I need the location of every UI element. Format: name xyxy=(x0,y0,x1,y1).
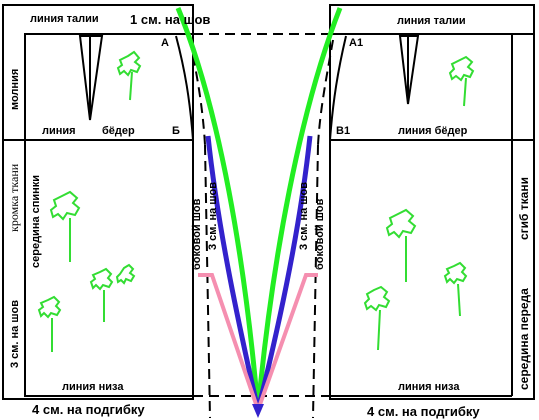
front-panel-outline xyxy=(329,4,535,400)
hem-line-left-label: линия низа xyxy=(62,381,124,393)
point-a1-label: А1 xyxy=(349,37,363,49)
hem-line-right-label: линия низа xyxy=(398,381,460,393)
point-b1-label: В1 xyxy=(336,125,350,137)
point-b-label: Б xyxy=(172,125,180,137)
front-side-curve xyxy=(329,35,347,141)
dashed-seam-lines xyxy=(189,33,334,419)
back-panel-inner-frame xyxy=(24,33,194,397)
seam-top-label: 1 см. на шов xyxy=(130,12,210,27)
green-line-left xyxy=(175,7,261,411)
tree-doodle-icon xyxy=(37,50,475,352)
fabric-fold-label: сгиб ткани xyxy=(517,177,531,240)
hip-line-left-label-1: линия xyxy=(42,125,76,137)
pink-line-right xyxy=(256,273,318,411)
back-center-label: середина спинки xyxy=(30,175,42,268)
back-panel xyxy=(2,4,194,400)
side-seam-left-label: боковой шов xyxy=(191,198,203,270)
blue-line-right xyxy=(255,135,313,411)
front-panel xyxy=(329,4,535,400)
selvedge-label: кромка ткани xyxy=(7,163,21,232)
back-side-curve xyxy=(175,35,194,141)
waist-line-right-label: линия талии xyxy=(397,15,466,27)
hip-line-left-label-2: бёдер xyxy=(102,125,135,137)
front-center-label: середина переда xyxy=(517,288,531,390)
blue-line-left xyxy=(205,135,261,411)
point-a-label: А xyxy=(161,37,169,49)
green-line-right xyxy=(255,7,343,411)
zipper-label: молния xyxy=(9,69,21,110)
seam-mid-right-label: 3 см. на шов xyxy=(298,182,310,250)
hem-allowance-right-label: 4 см. на подгибку xyxy=(367,404,480,419)
pink-line-left xyxy=(198,273,260,411)
bottom-point-marker xyxy=(252,404,264,418)
seam-mid-left-label: 3 см. на шов xyxy=(207,182,219,250)
waist-line-left-label: линия талии xyxy=(30,13,99,25)
seam-left-label: 3 см. на шов xyxy=(9,300,21,368)
hem-allowance-left-label: 4 см. на подгибку xyxy=(32,402,145,417)
side-seam-right-label: боковой шов xyxy=(314,198,326,270)
hip-line-right-label: линия бёдер xyxy=(398,125,468,137)
